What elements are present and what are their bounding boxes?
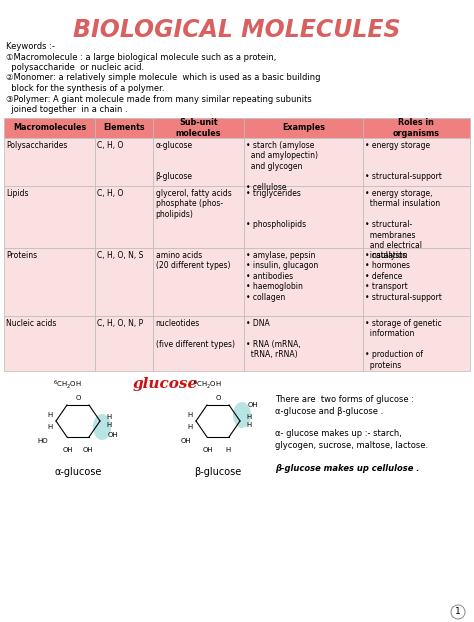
Bar [363, 186, 470, 248]
Text: joined together  in a chain .: joined together in a chain . [6, 105, 128, 114]
Text: Keywords :-: Keywords :- [6, 42, 55, 51]
Bar [153, 118, 244, 138]
Text: H: H [187, 424, 192, 430]
Text: Lipids: Lipids [7, 189, 29, 198]
Text: OH: OH [203, 447, 213, 453]
Text: • starch (amylose
  and amylopectin)
  and glycogen

• cellulose: • starch (amylose and amylopectin) and g… [246, 141, 319, 192]
Text: H: H [225, 447, 231, 453]
Text: BIOLOGICAL MOLECULES: BIOLOGICAL MOLECULES [73, 18, 401, 42]
Text: ①Macromolecule : a large biological molecule such as a protein,: ①Macromolecule : a large biological mole… [6, 52, 276, 62]
Text: H: H [246, 414, 251, 420]
Text: O: O [215, 395, 221, 401]
Text: Roles in
organisms: Roles in organisms [393, 118, 440, 137]
Bar [363, 138, 470, 186]
Text: Macromolecules: Macromolecules [13, 124, 86, 132]
Text: Polysaccharides: Polysaccharides [7, 141, 68, 150]
Text: α- glucose makes up :- starch,: α- glucose makes up :- starch, [275, 430, 402, 439]
Text: • amylase, pepsin
• insulin, glucagon
• antibodies
• haemoglobin
• collagen: • amylase, pepsin • insulin, glucagon • … [246, 251, 319, 302]
Circle shape [451, 605, 465, 619]
Bar [4, 138, 95, 186]
Bar [244, 118, 363, 138]
Bar [95, 118, 153, 138]
Text: C, H, O, N, P: C, H, O, N, P [97, 319, 144, 328]
Ellipse shape [93, 414, 111, 440]
Text: HO: HO [38, 438, 48, 444]
Bar [244, 316, 363, 371]
Text: nucleotides

(five different types): nucleotides (five different types) [155, 319, 235, 349]
Text: amino acids
(20 different types): amino acids (20 different types) [155, 251, 230, 271]
Text: OH: OH [248, 402, 259, 408]
Text: H: H [47, 412, 53, 418]
Text: $^6$CH$_2$OH: $^6$CH$_2$OH [53, 379, 82, 391]
Bar [4, 316, 95, 371]
Text: Proteins: Proteins [7, 251, 37, 260]
Text: β-glucose: β-glucose [194, 467, 242, 477]
Text: ③Polymer: A giant molecule made from many similar repeating subunits: ③Polymer: A giant molecule made from man… [6, 95, 312, 103]
Bar [363, 316, 470, 371]
Text: • catalysts
• hormones
• defence
• transport
• structural-support: • catalysts • hormones • defence • trans… [365, 251, 442, 302]
Text: β-glucose makes up cellulose .: β-glucose makes up cellulose . [275, 464, 419, 473]
Text: glycerol, fatty acids
phosphate (phos-
pholipids): glycerol, fatty acids phosphate (phos- p… [155, 189, 231, 219]
Text: O: O [75, 395, 81, 401]
Text: Sub-unit
molecules: Sub-unit molecules [176, 118, 221, 137]
Text: C, H, O, N, S: C, H, O, N, S [97, 251, 144, 260]
Text: $^6$CH$_2$OH: $^6$CH$_2$OH [192, 379, 221, 391]
Text: Nucleic acids: Nucleic acids [7, 319, 57, 328]
Text: Elements: Elements [103, 124, 145, 132]
Text: H: H [246, 422, 251, 428]
Text: Examples: Examples [282, 124, 325, 132]
Bar [363, 118, 470, 138]
Text: OH: OH [181, 438, 191, 444]
Bar [363, 248, 470, 316]
Text: H: H [47, 424, 53, 430]
Text: • storage of genetic
  information

• production of
  proteins: • storage of genetic information • produ… [365, 319, 442, 369]
Text: H: H [106, 422, 111, 428]
Bar [244, 186, 363, 248]
Text: polysaccharide  or nucleic acid.: polysaccharide or nucleic acid. [6, 63, 144, 72]
Bar [4, 186, 95, 248]
Text: • triglycerides


• phospholipids: • triglycerides • phospholipids [246, 189, 307, 229]
Text: glucose: glucose [132, 377, 198, 391]
Bar [153, 316, 244, 371]
Text: • energy storage


• structural-support: • energy storage • structural-support [365, 141, 442, 181]
Text: OH: OH [82, 447, 93, 453]
Text: C, H, O: C, H, O [97, 189, 124, 198]
Text: • DNA

• RNA (mRNA,
  tRNA, rRNA): • DNA • RNA (mRNA, tRNA, rRNA) [246, 319, 301, 359]
Text: H: H [106, 414, 111, 420]
Bar [153, 138, 244, 186]
Text: glycogen, sucrose, maltose, lactose.: glycogen, sucrose, maltose, lactose. [275, 441, 428, 450]
Bar [4, 118, 95, 138]
Text: 1: 1 [455, 608, 461, 616]
Bar [95, 138, 153, 186]
Bar [4, 248, 95, 316]
Text: H: H [187, 412, 192, 418]
Text: There are  two forms of glucose :: There are two forms of glucose : [275, 395, 414, 404]
Text: OH: OH [63, 447, 73, 453]
Bar [95, 186, 153, 248]
Bar [153, 248, 244, 316]
Text: OH: OH [108, 432, 118, 438]
Bar [95, 248, 153, 316]
Text: C, H, O: C, H, O [97, 141, 124, 150]
Text: α-glucose


β-glucose: α-glucose β-glucose [155, 141, 193, 181]
Bar [95, 316, 153, 371]
Ellipse shape [233, 402, 251, 428]
Text: α-glucose: α-glucose [55, 467, 102, 477]
Text: α-glucose and β-glucose .: α-glucose and β-glucose . [275, 407, 383, 415]
Text: • energy storage,
  thermal insulation

• structural-
  membranes
  and electric: • energy storage, thermal insulation • s… [365, 189, 440, 261]
Bar [153, 186, 244, 248]
Text: block for the synthesis of a polymer.: block for the synthesis of a polymer. [6, 84, 164, 93]
Bar [244, 248, 363, 316]
Bar [244, 138, 363, 186]
Text: ②Monomer: a relatively simple molecule  which is used as a basic building: ②Monomer: a relatively simple molecule w… [6, 73, 320, 83]
